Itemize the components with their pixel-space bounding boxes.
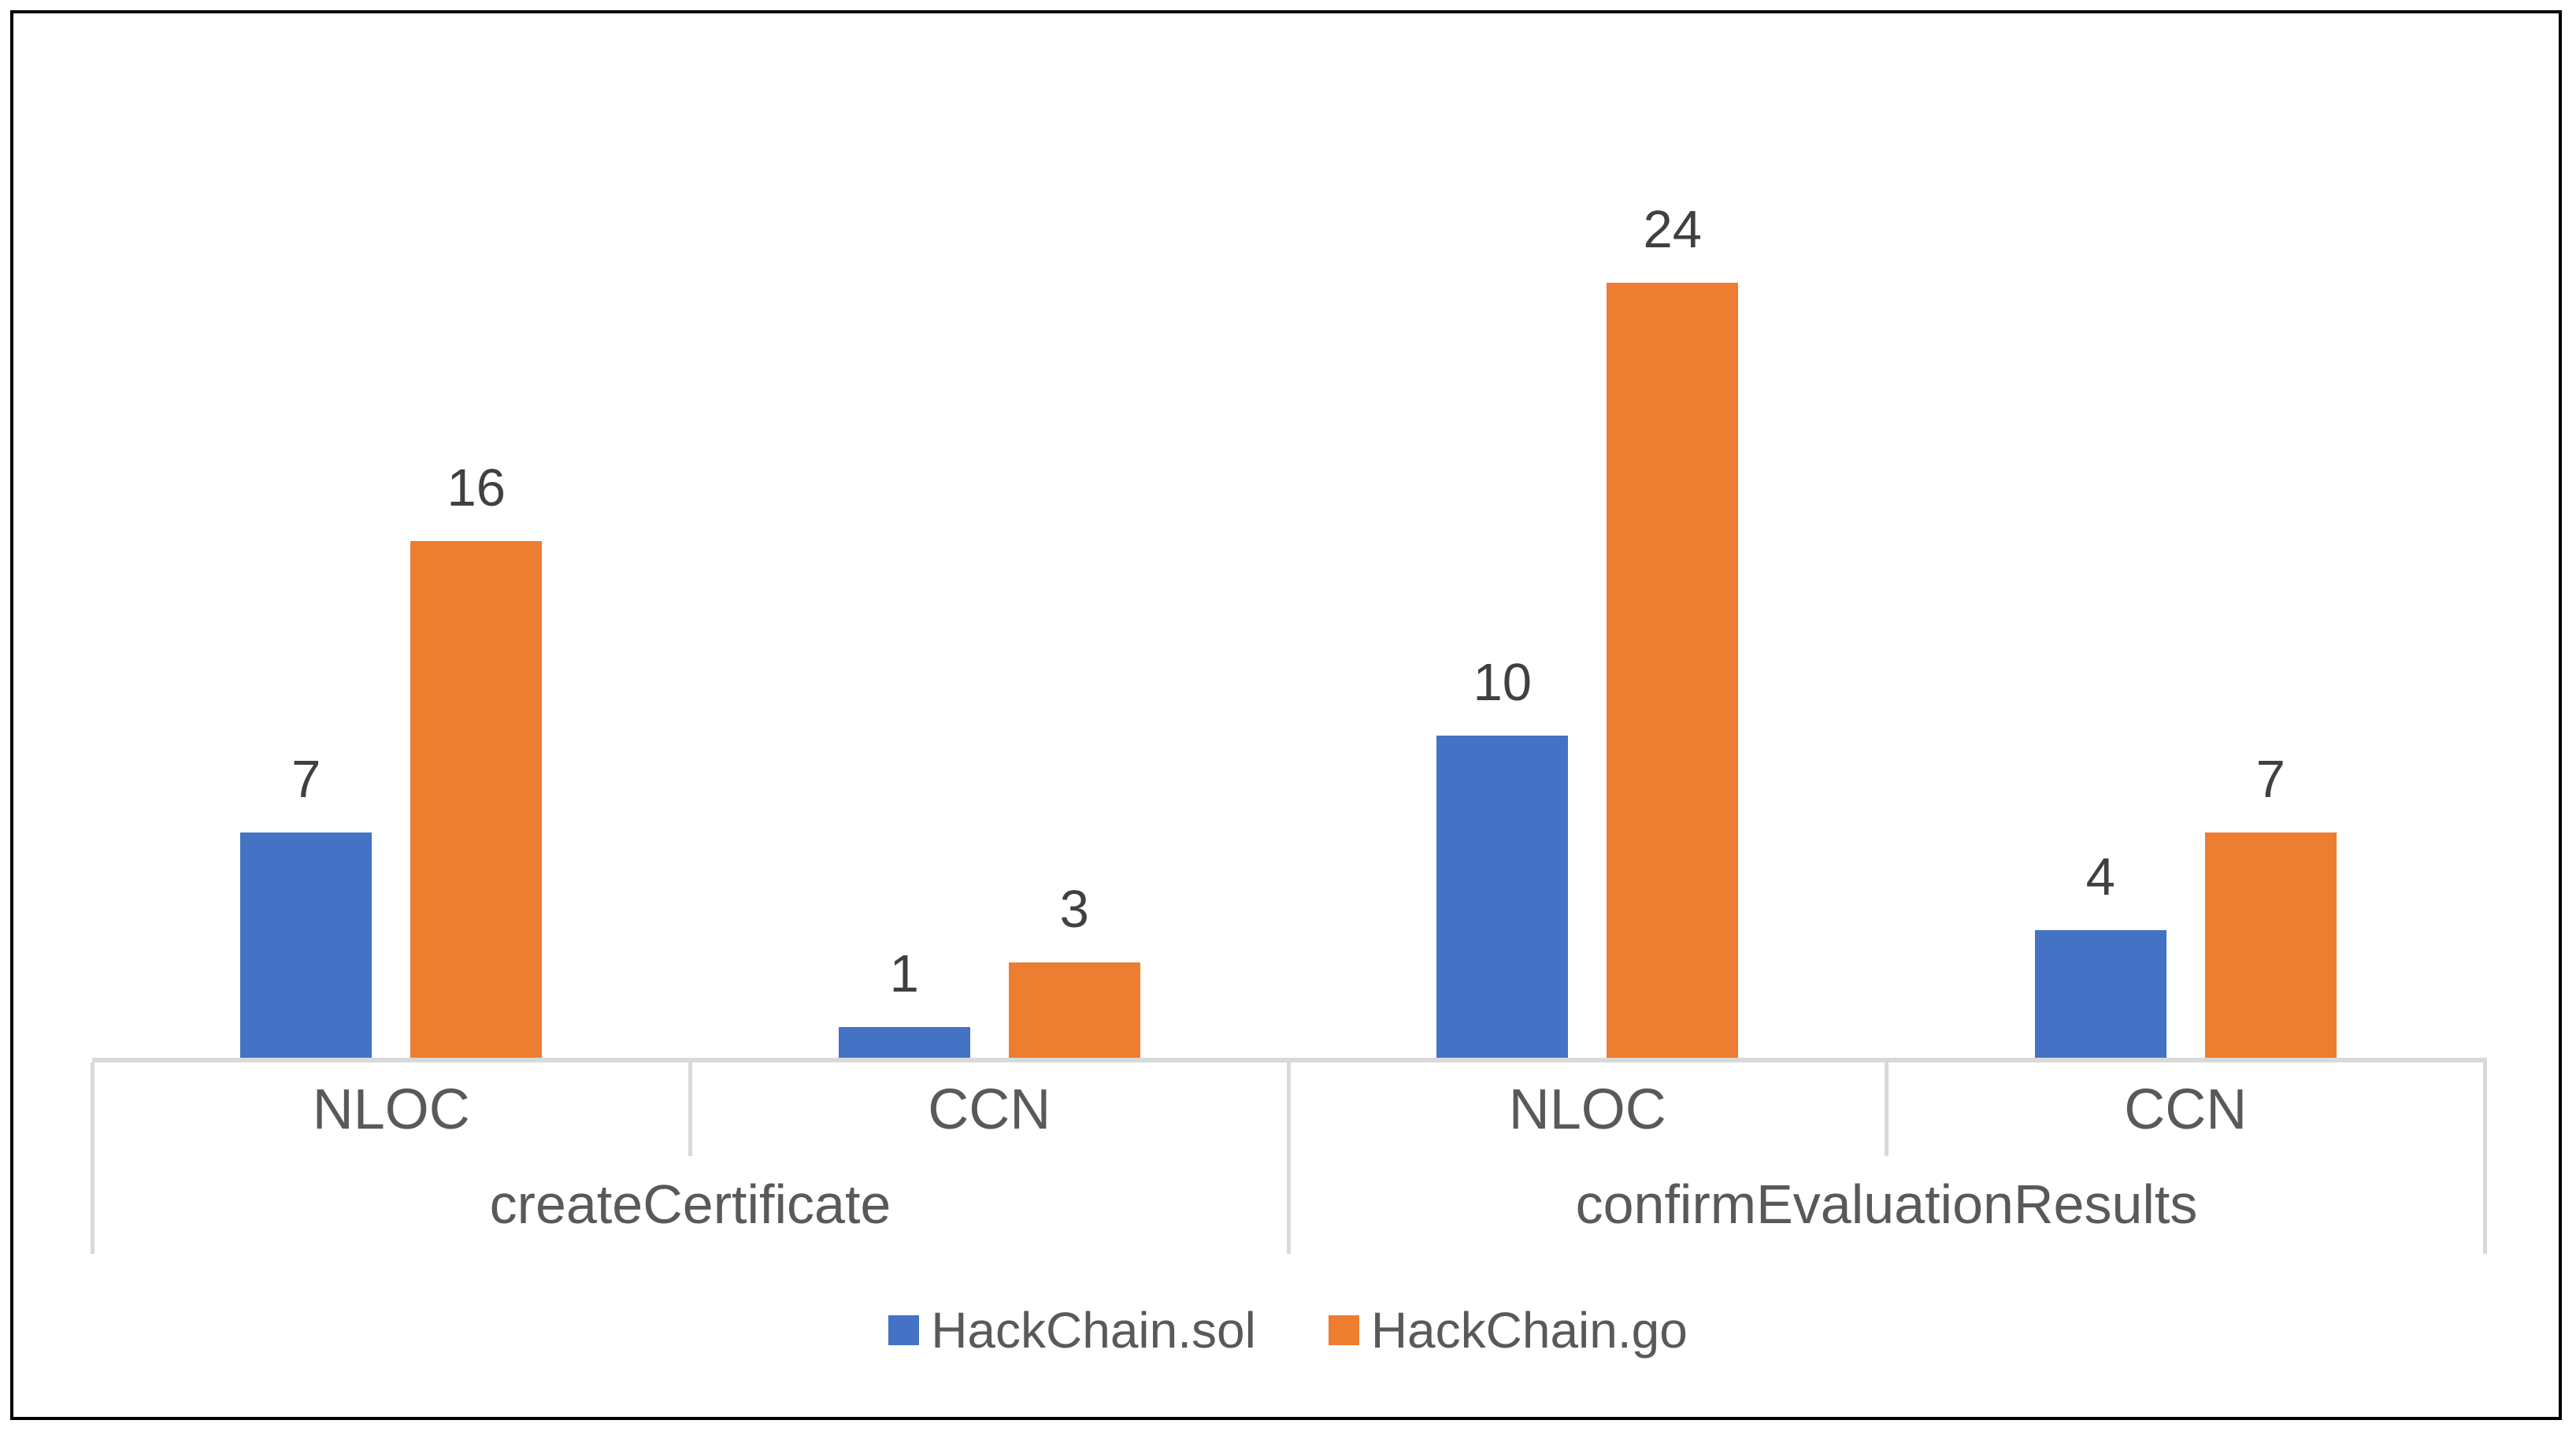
axis-tick-2 (688, 1062, 692, 1156)
bar-hackchain-go-slot1: 16 (410, 462, 543, 1059)
axis-tick-3 (1286, 1062, 1291, 1254)
legend: HackChain.sol HackChain.go (0, 1302, 2576, 1359)
legend-label: HackChain.sol (931, 1302, 1256, 1359)
axis-tick-4 (1885, 1062, 1888, 1156)
legend-item-hackchain-go: HackChain.go (1328, 1302, 1688, 1359)
category-label-2: CCN (928, 1077, 1051, 1141)
bar-hackchain-go-slot3: 24 (1607, 203, 1739, 1059)
group-label-2: confirmEvaluationResults (1575, 1174, 2198, 1235)
chart-frame (10, 10, 2562, 1420)
category-label-3: NLOC (1508, 1077, 1666, 1141)
bar-slot-1: 7 16 (92, 0, 691, 1059)
data-label: 7 (291, 750, 321, 809)
bar-hackchain-sol-slot1: 7 (240, 753, 373, 1059)
group-label-1: createCertificate (489, 1174, 891, 1235)
legend-swatch-icon (1328, 1315, 1359, 1345)
bar-slot-3: 10 24 (1288, 0, 1887, 1059)
legend-label: HackChain.go (1370, 1302, 1688, 1359)
category-label-4: CCN (2124, 1077, 2248, 1141)
bar-hackchain-sol-slot2: 1 (838, 947, 970, 1059)
plot-area: 7 16 1 3 10 24 4 7 (92, 0, 2485, 1059)
bar-hackchain-sol-slot4: 4 (2034, 851, 2166, 1059)
axis-tick-5 (2482, 1062, 2487, 1254)
axis-tick-1 (90, 1062, 95, 1254)
legend-item-hackchain-sol: HackChain.sol (888, 1305, 1256, 1355)
bar-hackchain-sol-slot3: 10 (1436, 656, 1569, 1059)
bar-hackchain-go-slot4: 7 (2204, 753, 2337, 1059)
x-axis-line (92, 1058, 2487, 1062)
data-label: 3 (1059, 880, 1089, 939)
category-label-1: NLOC (312, 1077, 470, 1141)
data-label: 1 (889, 944, 919, 1003)
data-label: 4 (2085, 847, 2115, 907)
data-label: 10 (1473, 653, 1533, 712)
data-label: 7 (2255, 750, 2285, 809)
legend-swatch-icon (888, 1315, 920, 1345)
bar-hackchain-go-slot2: 3 (1008, 883, 1140, 1059)
data-label: 16 (447, 458, 506, 517)
data-label: 24 (1643, 200, 1703, 259)
